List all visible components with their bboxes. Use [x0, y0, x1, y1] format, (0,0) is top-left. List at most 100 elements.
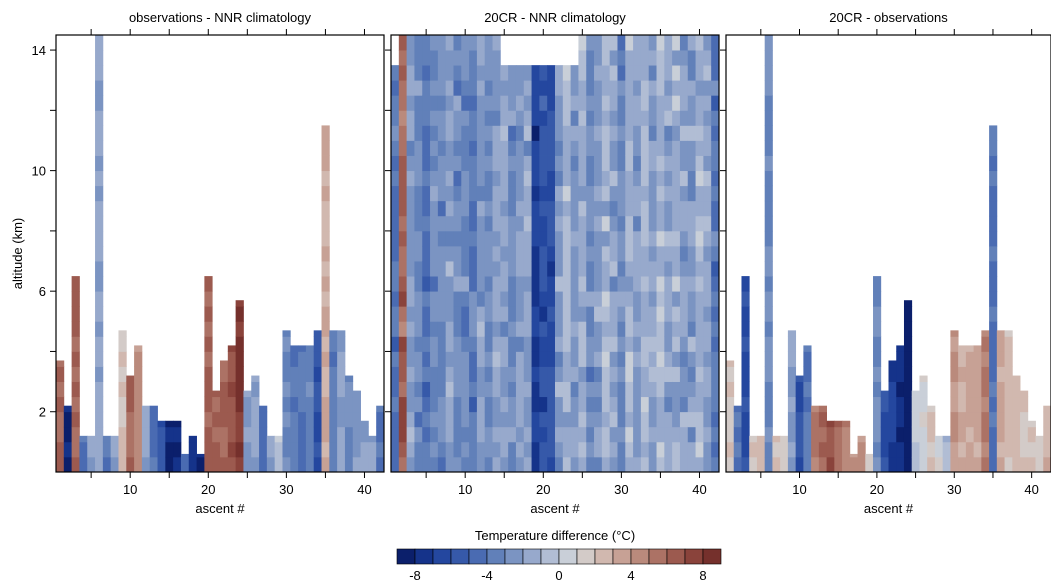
heat-cell [476, 155, 486, 172]
heat-cell [95, 366, 104, 382]
heat-cell [672, 291, 681, 307]
heat-cell [437, 65, 447, 81]
heat-cell [165, 441, 174, 458]
heat-cell [95, 411, 104, 428]
heat-cell [656, 366, 665, 382]
heat-cell [586, 200, 595, 217]
heat-cell [515, 276, 525, 292]
heat-cell [422, 185, 431, 202]
heat-cell [430, 155, 439, 172]
heat-cell [430, 396, 439, 413]
heat-cell [500, 321, 509, 337]
heat-cell [547, 80, 556, 96]
heat-cell [204, 396, 213, 413]
heat-cell [764, 336, 773, 352]
heat-cell [539, 65, 548, 81]
heat-cell [609, 125, 618, 141]
heat-cell [414, 306, 423, 322]
heat-cell [469, 441, 478, 458]
heat-cell [570, 140, 579, 156]
heat-cell [406, 276, 415, 292]
heat-cell [726, 441, 735, 458]
heat-cell [547, 321, 556, 337]
heat-cell [437, 321, 447, 337]
heat-cell [594, 35, 603, 51]
heat-cell [873, 411, 882, 428]
heat-cell [329, 351, 338, 367]
heat-cell [617, 261, 626, 277]
heat-cell [981, 330, 990, 337]
heat-cell [989, 155, 998, 172]
heat-cell [818, 441, 827, 458]
heat-cell [235, 456, 244, 473]
heat-cell [672, 50, 681, 66]
heat-cell [873, 336, 882, 352]
heat-cell [741, 381, 750, 398]
heat-cell [515, 230, 525, 247]
heat-cell [664, 215, 673, 232]
heat-cell [398, 95, 408, 111]
heat-cell [492, 140, 501, 156]
heat-cell [672, 276, 681, 292]
heat-cell [398, 140, 408, 156]
heat-cell [965, 396, 975, 413]
heat-cell [235, 426, 244, 443]
heat-cell [672, 456, 681, 473]
heat-cell [703, 456, 712, 473]
heat-cell [469, 95, 478, 111]
heat-cell [469, 155, 478, 172]
heat-cell [110, 435, 119, 443]
heat-cell [523, 336, 532, 352]
heat-cell [422, 80, 431, 96]
heat-cell [547, 245, 556, 262]
heat-cell [672, 65, 681, 81]
heat-cell [220, 411, 229, 428]
heat-cell [95, 80, 104, 96]
heat-cell [500, 110, 509, 126]
heat-cell [594, 50, 603, 66]
heat-cell [87, 441, 96, 458]
heat-cell [469, 396, 478, 413]
heat-cell [703, 110, 712, 126]
heat-cell [640, 366, 650, 382]
heat-cell [492, 35, 501, 51]
heat-cell [515, 456, 525, 473]
heat-cell [484, 35, 493, 51]
heat-cell [625, 381, 634, 398]
heat-cell [625, 336, 634, 352]
heat-cell [633, 351, 642, 367]
heat-cell [437, 200, 447, 217]
heat-cell [795, 411, 804, 428]
heat-cell [989, 441, 998, 458]
heat-cell [687, 80, 696, 96]
heat-cell [640, 110, 650, 126]
heat-cell [437, 230, 447, 247]
heat-cell [679, 140, 689, 156]
heat-cell [437, 276, 447, 292]
heat-cell [321, 261, 330, 277]
heat-cell [212, 411, 221, 428]
heat-cell [484, 366, 493, 382]
heat-cell [282, 330, 291, 337]
heat-cell [687, 185, 696, 202]
heat-cell [469, 261, 478, 277]
heat-cell [523, 95, 532, 111]
heat-cell [398, 306, 408, 322]
heat-cell [803, 456, 812, 473]
heat-cell [625, 456, 634, 473]
heat-cell [539, 441, 548, 458]
heat-cell [764, 185, 773, 202]
heat-cell [547, 110, 556, 126]
heat-cell [687, 245, 696, 262]
heat-cell [570, 155, 579, 172]
heat-cell [950, 330, 959, 337]
heat-cell [570, 125, 579, 141]
panel-title: 20CR - NNR climatology [484, 10, 626, 25]
heat-cell [508, 396, 517, 413]
heat-cell [1027, 420, 1036, 428]
heat-cell [406, 456, 415, 473]
heat-cell [555, 185, 564, 202]
heat-cell [376, 426, 385, 443]
heat-cell [453, 381, 462, 398]
heat-cell [609, 426, 618, 443]
